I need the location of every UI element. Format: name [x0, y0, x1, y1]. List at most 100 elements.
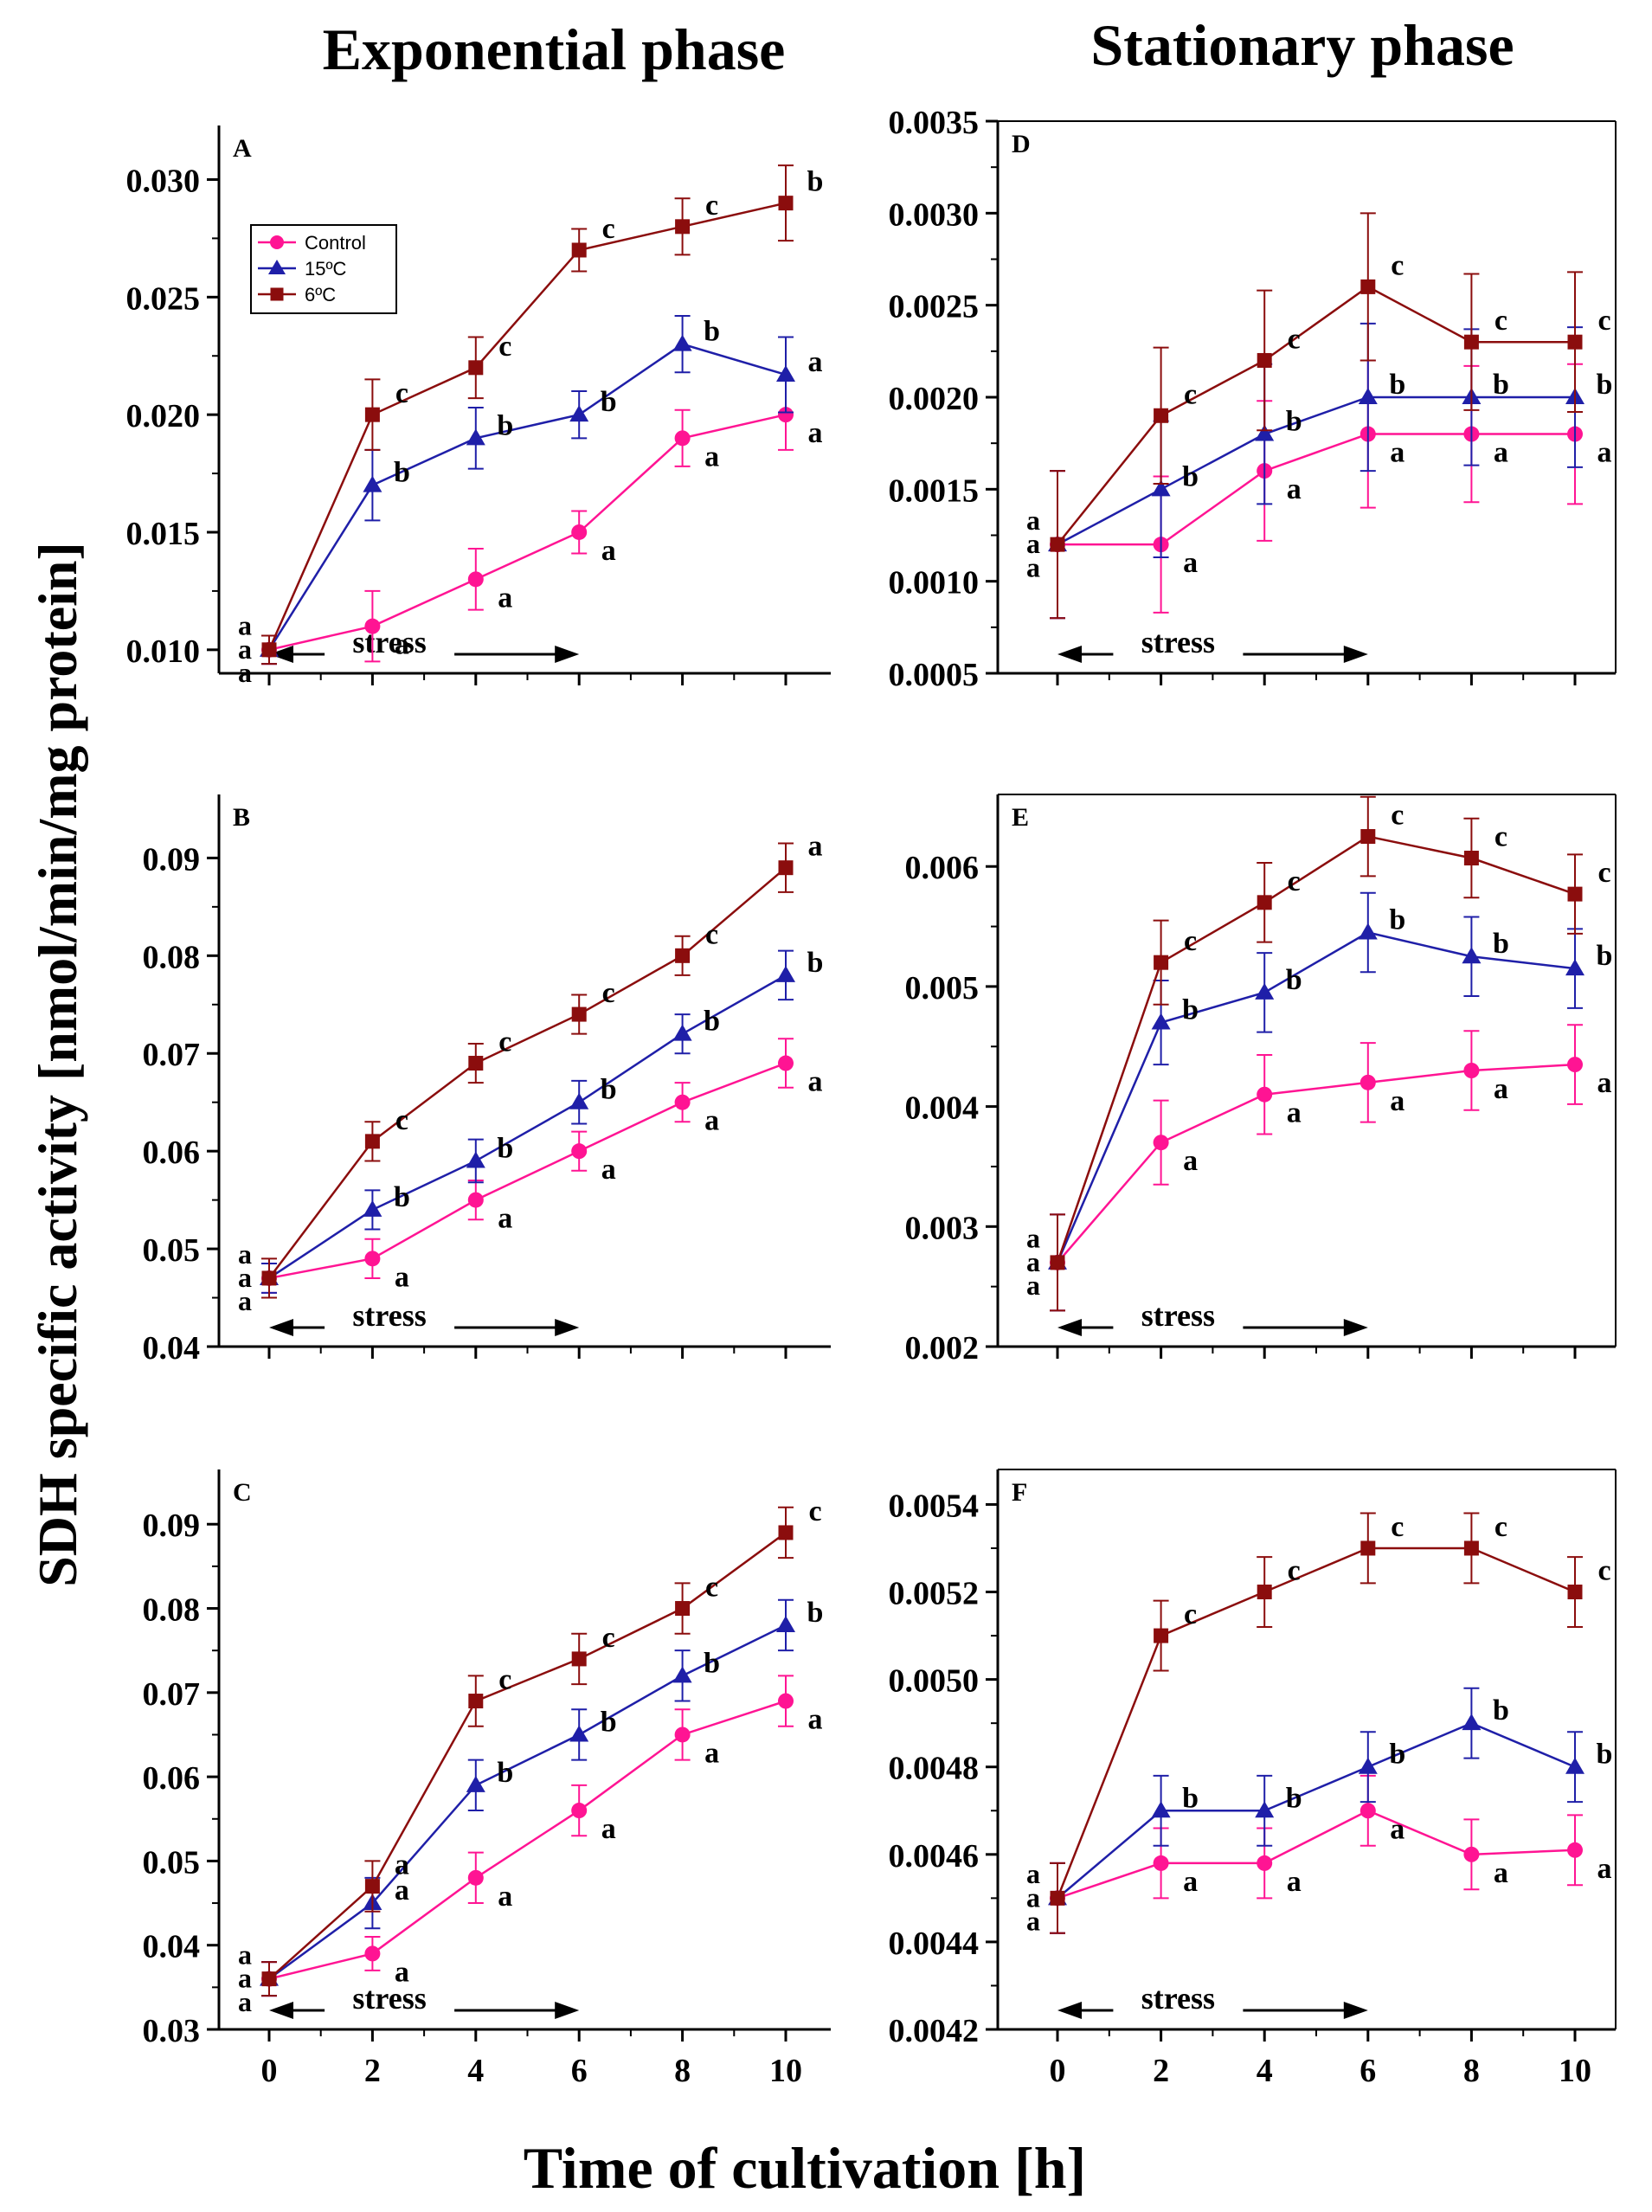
data-point — [1567, 1842, 1583, 1858]
data-point — [778, 860, 794, 876]
data-point — [1257, 895, 1272, 910]
stress-arrow: stress — [269, 625, 580, 663]
series-line — [1057, 1721, 1576, 1900]
y-tick-label: 0.0020 — [889, 381, 980, 417]
significance-letter: a — [238, 610, 252, 641]
data-point — [776, 965, 795, 982]
significance-letter: a — [498, 582, 512, 614]
data-point — [675, 948, 691, 963]
legend-label: Control — [305, 232, 366, 254]
significance-letter: c — [1184, 1598, 1197, 1630]
significance-letter: a — [601, 535, 616, 567]
y-tick-label: 0.08 — [143, 939, 201, 975]
significance-letter: a — [238, 657, 252, 688]
series-15c: a b b b b b — [1026, 322, 1612, 620]
significance-letter: b — [1597, 1739, 1613, 1771]
stress-arrowhead-right — [1343, 646, 1368, 663]
significance-letter: b — [601, 1706, 617, 1738]
y-tick-label: 0.05 — [143, 1232, 201, 1269]
y-tick-label: 0.09 — [143, 1508, 201, 1544]
data-point — [1462, 947, 1482, 964]
y-tick-label: 0.0050 — [889, 1663, 980, 1700]
data-point — [1567, 886, 1583, 902]
data-point — [675, 1601, 691, 1617]
data-point — [571, 524, 588, 540]
data-point — [364, 1251, 381, 1267]
significance-letter: a — [1026, 1906, 1040, 1937]
data-point — [1360, 829, 1376, 845]
significance-letter: b — [601, 386, 617, 418]
series-line — [1056, 1546, 1576, 1899]
significance-letter: a — [1390, 1085, 1405, 1117]
series-line — [1057, 433, 1575, 546]
panel-label: B — [233, 803, 250, 832]
significance-letter: a — [704, 1737, 719, 1769]
y-tick-label: 0.04 — [143, 1929, 201, 1965]
data-point — [1567, 1057, 1583, 1073]
stress-arrow: stress — [269, 1298, 580, 1336]
significance-letter: c — [1184, 378, 1197, 410]
significance-letter: b — [1389, 904, 1405, 936]
y-tick-label: 0.010 — [126, 633, 201, 670]
significance-letter: c — [1597, 857, 1610, 889]
legend-label: 15ºC — [305, 258, 347, 280]
significance-letter: a — [808, 417, 823, 449]
panel-label: E — [1012, 803, 1029, 832]
stress-arrowhead-left — [269, 2002, 293, 2019]
significance-letter: b — [1493, 928, 1509, 960]
significance-letter: b — [704, 1006, 720, 1038]
significance-letter: b — [601, 1074, 617, 1106]
significance-letter: c — [602, 1622, 615, 1654]
data-point — [1154, 1628, 1169, 1643]
significance-letter: a — [395, 1261, 409, 1293]
significance-letter: a — [395, 629, 409, 661]
series-line — [268, 1624, 787, 1980]
y-tick-label: 0.09 — [143, 841, 201, 878]
significance-letter: c — [498, 331, 511, 363]
data-point — [1463, 1063, 1480, 1078]
data-point — [363, 1199, 382, 1217]
significance-letter: b — [807, 947, 824, 979]
y-tick-label: 0.04 — [143, 1330, 201, 1366]
data-point — [1358, 1757, 1378, 1774]
stress-label: stress — [1141, 1298, 1215, 1333]
legend-label: 6ºC — [305, 284, 336, 305]
significance-letter: c — [1288, 1555, 1301, 1587]
series-line — [1057, 395, 1575, 546]
panels: 0.0100.0150.0200.0250.030Astressaaaaaaab… — [126, 105, 1617, 2089]
significance-letter: a — [1026, 551, 1040, 582]
data-point — [1154, 408, 1169, 423]
y-tick-label: 0.03 — [143, 2013, 201, 2049]
x-tick-label: 2 — [1153, 2053, 1169, 2089]
data-point — [1358, 923, 1378, 940]
significance-letter: a — [238, 1285, 252, 1316]
data-point — [778, 196, 794, 211]
significance-letter: a — [1494, 437, 1508, 469]
significance-letter: b — [394, 1181, 410, 1213]
significance-letter: b — [704, 316, 720, 348]
data-point — [1153, 1135, 1169, 1151]
y-tick-label: 0.0044 — [889, 1926, 980, 1962]
stress-arrowhead-right — [555, 1319, 580, 1336]
data-point — [467, 571, 484, 588]
significance-letter: a — [1287, 473, 1302, 505]
significance-letter: a — [238, 1262, 252, 1293]
data-point — [776, 364, 795, 382]
data-point — [1463, 1846, 1480, 1862]
significance-letter: a — [1287, 1097, 1302, 1129]
significance-letter: b — [807, 166, 824, 198]
series-line — [268, 866, 787, 1279]
y-tick-label: 0.0030 — [889, 196, 980, 233]
data-point — [1255, 1801, 1275, 1818]
significance-letter: a — [1183, 547, 1198, 579]
panel-f: 0.0042 0.0044 0.0046 0.0048 0.0050 0.0052 0.00… — [889, 1469, 1617, 2089]
significance-letter: c — [1597, 1555, 1610, 1587]
stress-arrowhead-left — [1057, 646, 1082, 663]
significance-letter: c — [1391, 800, 1404, 832]
legend: Control 15ºC 6ºC — [250, 224, 397, 314]
y-tick-label: 0.006 — [905, 850, 980, 886]
data-point — [674, 1094, 691, 1110]
y-tick-label: 0.0054 — [889, 1488, 980, 1524]
